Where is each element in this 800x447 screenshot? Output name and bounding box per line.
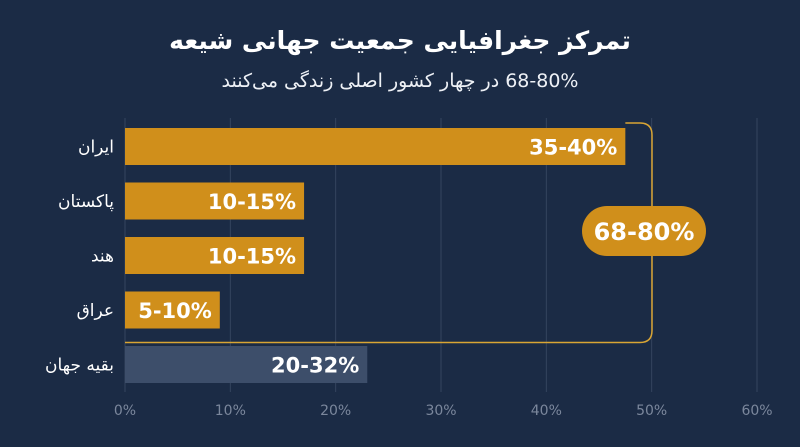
category-label: ایران: [78, 138, 114, 158]
x-tick-label: 0%: [114, 403, 136, 419]
bar: [125, 291, 220, 329]
x-tick-label: 20%: [320, 403, 351, 419]
annotation-label: 68-80%: [594, 218, 695, 246]
x-tick-label: 50%: [636, 403, 667, 419]
category-label: عراق: [77, 301, 114, 321]
value-label: 5-10%: [138, 299, 212, 323]
x-tick-label: 30%: [425, 403, 456, 419]
bar: [125, 237, 305, 274]
category-label: بقیه جهان: [45, 356, 114, 376]
x-tick-label: 60%: [741, 403, 772, 419]
x-tick-label: 10%: [215, 403, 246, 419]
value-label: 35-40%: [529, 136, 617, 160]
chart-title: تمرکز جغرافیایی جمعیت جهانی شیعه: [169, 26, 631, 55]
value-label: 10-15%: [208, 190, 296, 214]
value-label: 10-15%: [208, 245, 296, 269]
value-label: 20-32%: [271, 354, 359, 378]
bar: [125, 128, 626, 165]
chart-subtitle: 68-80% در چهار کشور اصلی زندگی می‌کنند: [221, 70, 579, 92]
bar: [125, 346, 368, 383]
x-tick-label: 40%: [531, 403, 562, 419]
bar: [125, 182, 305, 220]
category-label: پاکستان: [58, 192, 114, 212]
annotation-badge: [582, 206, 706, 256]
category-label: هند: [91, 247, 114, 267]
